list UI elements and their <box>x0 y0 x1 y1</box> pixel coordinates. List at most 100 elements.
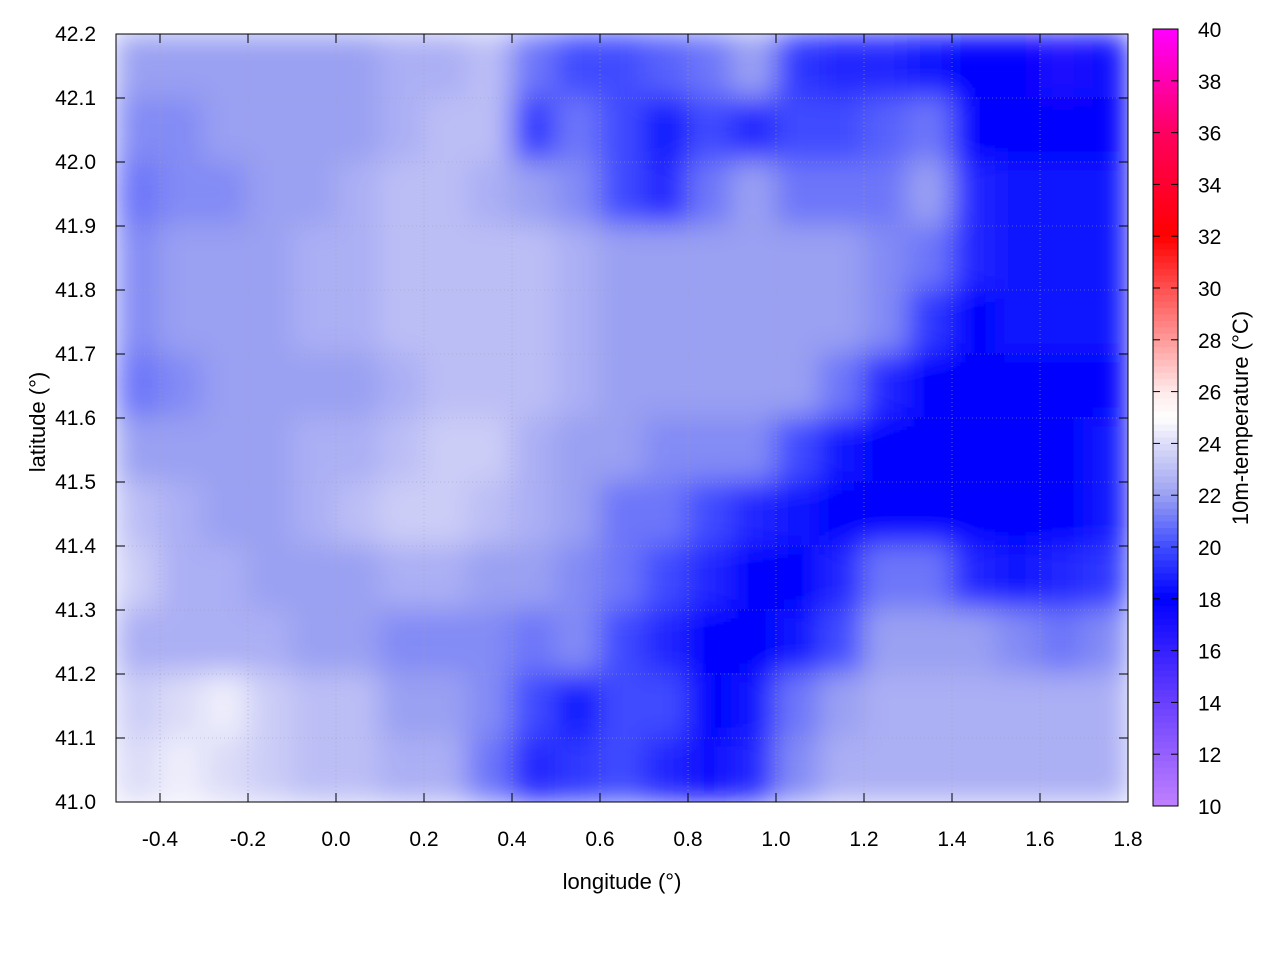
heatmap-cell <box>951 353 997 419</box>
heatmap-cell <box>863 545 909 611</box>
colorbar-swatch <box>1153 792 1178 801</box>
heatmap-cell <box>159 545 205 611</box>
heatmap-cell <box>1083 545 1128 611</box>
heatmap-cell <box>1039 737 1085 802</box>
colorbar-swatch <box>1153 714 1178 723</box>
heatmap-cell <box>775 161 821 227</box>
heatmap-cell <box>467 737 513 802</box>
colorbar-swatch <box>1153 449 1178 457</box>
heatmap-cell <box>907 225 953 291</box>
heatmap-cell <box>775 34 821 99</box>
heatmap-cell <box>423 353 469 419</box>
colorbar-swatch <box>1153 177 1178 185</box>
y-tick-label: 41.4 <box>55 535 96 558</box>
colorbar-swatch <box>1153 773 1178 781</box>
heatmap-cell <box>1083 289 1128 355</box>
heatmap-cell <box>775 481 821 547</box>
heatmap-cell <box>247 34 293 99</box>
heatmap-cell <box>863 353 909 419</box>
heatmap-cell <box>116 609 161 675</box>
heatmap-cell <box>467 481 513 547</box>
colorbar-swatch <box>1153 799 1178 807</box>
colorbar-swatch <box>1153 145 1178 153</box>
heatmap-cell <box>291 481 337 547</box>
colorbar-swatch <box>1153 708 1178 716</box>
heatmap-cell <box>687 481 733 547</box>
colorbar-swatch <box>1153 112 1178 121</box>
colorbar-swatch <box>1153 760 1178 768</box>
heatmap-cell <box>116 225 161 291</box>
colorbar-swatch <box>1153 391 1178 399</box>
heatmap-cell <box>116 97 161 163</box>
heatmap-cell <box>116 673 161 739</box>
y-tick-label: 41.6 <box>55 407 96 430</box>
colorbar-swatch <box>1153 520 1178 529</box>
heatmap-cell <box>159 34 205 99</box>
heatmap-cell <box>555 34 601 99</box>
heatmap-cell <box>511 545 557 611</box>
heatmap-cell <box>819 481 865 547</box>
heatmap-cell <box>731 545 777 611</box>
y-tick-label: 41.0 <box>55 791 96 814</box>
colorbar-swatch <box>1153 552 1178 561</box>
heatmap-cell <box>555 289 601 355</box>
heatmap-cell <box>687 289 733 355</box>
heatmap-cell <box>775 97 821 163</box>
heatmap-cell <box>203 97 249 163</box>
heatmap-cell <box>687 97 733 163</box>
heatmap-cell <box>775 609 821 675</box>
colorbar-swatch <box>1153 132 1178 140</box>
heatmap-cell <box>247 225 293 291</box>
colorbar-swatch <box>1153 119 1178 127</box>
colorbar-swatch <box>1153 151 1178 159</box>
heatmap-cell <box>511 161 557 227</box>
heatmap-cell <box>423 545 469 611</box>
colorbar-swatch <box>1153 611 1178 619</box>
colorbar-swatch <box>1153 688 1178 697</box>
x-tick-label: -0.4 <box>142 828 179 851</box>
heatmap-cell <box>951 34 997 99</box>
colorbar-swatch <box>1153 306 1178 315</box>
colorbar-swatch <box>1153 598 1178 606</box>
colorbar-swatch <box>1153 209 1178 218</box>
heatmap-cell <box>423 609 469 675</box>
heatmap-cell <box>995 545 1041 611</box>
colorbar-swatch <box>1153 365 1178 373</box>
colorbar-tick-label: 26 <box>1198 382 1221 405</box>
heatmap-cell <box>775 417 821 483</box>
heatmap-cell <box>335 225 381 291</box>
heatmap-cell <box>555 97 601 163</box>
heatmap-cell <box>643 353 689 419</box>
colorbar-swatch <box>1153 352 1178 360</box>
heatmap-cell <box>1083 417 1128 483</box>
colorbar-swatch <box>1153 268 1178 276</box>
heatmap-cell <box>775 673 821 739</box>
heatmap-cell <box>643 225 689 291</box>
colorbar-swatch <box>1153 287 1178 295</box>
colorbar-swatch <box>1153 41 1178 49</box>
heatmap-cell <box>335 353 381 419</box>
heatmap-cell <box>951 417 997 483</box>
colorbar-swatch <box>1153 585 1178 593</box>
colorbar-swatch <box>1153 786 1178 794</box>
heatmap-cell <box>335 609 381 675</box>
heatmap-cell <box>643 161 689 227</box>
heatmap-cell <box>203 545 249 611</box>
heatmap-cell <box>907 481 953 547</box>
heatmap-cell <box>116 737 161 802</box>
heatmap-cell <box>863 481 909 547</box>
colorbar-tick-label: 38 <box>1198 71 1221 94</box>
heatmap-cell <box>819 609 865 675</box>
colorbar-swatch <box>1153 404 1178 412</box>
heatmap-cell <box>203 609 249 675</box>
heatmap-cell <box>335 545 381 611</box>
colorbar-swatch <box>1153 248 1178 257</box>
heatmap-cell <box>247 161 293 227</box>
heatmap-cell <box>203 481 249 547</box>
heatmap-cell <box>687 737 733 802</box>
heatmap-cell <box>379 545 425 611</box>
colorbar-swatch <box>1153 28 1178 36</box>
heatmap-cell <box>731 97 777 163</box>
heatmap-cell <box>555 161 601 227</box>
heatmap-cell <box>159 353 205 419</box>
